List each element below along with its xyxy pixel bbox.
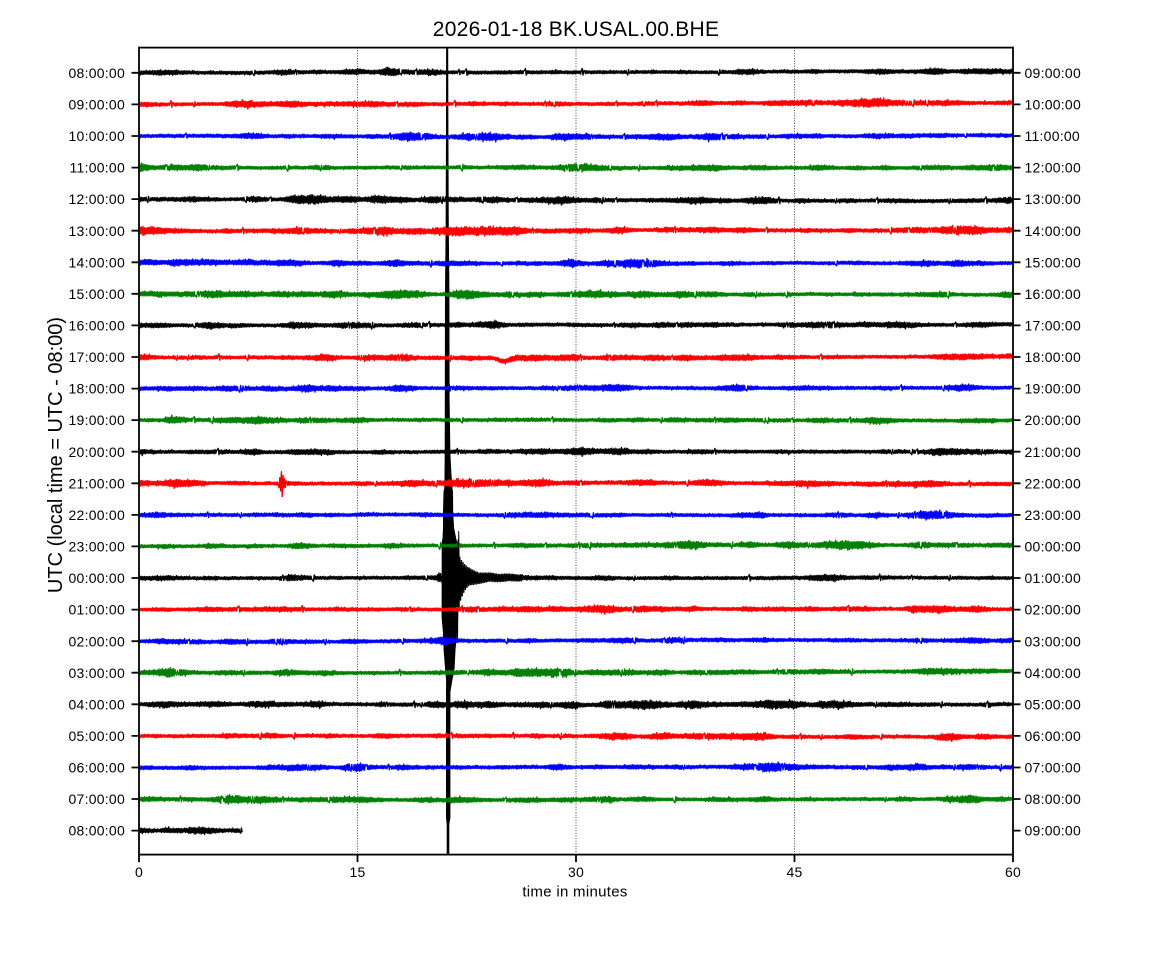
svg-text:02:00:00: 02:00:00 [69, 633, 126, 649]
svg-text:23:00:00: 23:00:00 [69, 539, 126, 555]
svg-text:01:00:00: 01:00:00 [69, 602, 126, 618]
svg-text:16:00:00: 16:00:00 [69, 318, 126, 334]
svg-text:23:00:00: 23:00:00 [1025, 507, 1082, 523]
svg-text:10:00:00: 10:00:00 [69, 128, 126, 144]
svg-text:13:00:00: 13:00:00 [69, 223, 126, 239]
svg-text:02:00:00: 02:00:00 [1025, 602, 1082, 618]
svg-text:12:00:00: 12:00:00 [1025, 160, 1082, 176]
svg-text:19:00:00: 19:00:00 [69, 412, 126, 428]
svg-text:08:00:00: 08:00:00 [69, 65, 126, 81]
svg-text:17:00:00: 17:00:00 [69, 349, 126, 365]
svg-text:0: 0 [135, 864, 143, 880]
svg-text:09:00:00: 09:00:00 [1025, 65, 1082, 81]
svg-text:21:00:00: 21:00:00 [1025, 444, 1082, 460]
svg-text:22:00:00: 22:00:00 [69, 507, 126, 523]
svg-text:15: 15 [349, 864, 365, 880]
svg-text:11:00:00: 11:00:00 [70, 160, 125, 176]
svg-text:04:00:00: 04:00:00 [69, 696, 126, 712]
svg-text:18:00:00: 18:00:00 [1025, 349, 1082, 365]
svg-text:11:00:00: 11:00:00 [1025, 128, 1080, 144]
svg-text:UTC (local time = UTC - 08:00): UTC (local time = UTC - 08:00) [45, 317, 67, 593]
svg-text:01:00:00: 01:00:00 [1025, 570, 1082, 586]
svg-text:21:00:00: 21:00:00 [69, 475, 126, 491]
svg-text:14:00:00: 14:00:00 [1025, 223, 1082, 239]
svg-text:05:00:00: 05:00:00 [1025, 696, 1082, 712]
svg-text:14:00:00: 14:00:00 [69, 254, 126, 270]
svg-text:06:00:00: 06:00:00 [1025, 728, 1082, 744]
svg-text:03:00:00: 03:00:00 [1025, 633, 1082, 649]
svg-text:18:00:00: 18:00:00 [69, 381, 126, 397]
svg-text:60: 60 [1005, 864, 1021, 880]
svg-text:20:00:00: 20:00:00 [69, 444, 126, 460]
svg-text:06:00:00: 06:00:00 [69, 760, 126, 776]
svg-text:15:00:00: 15:00:00 [1025, 254, 1082, 270]
svg-text:45: 45 [786, 864, 802, 880]
svg-text:19:00:00: 19:00:00 [1025, 381, 1082, 397]
svg-text:09:00:00: 09:00:00 [69, 97, 126, 113]
svg-text:08:00:00: 08:00:00 [69, 823, 126, 839]
svg-text:05:00:00: 05:00:00 [69, 728, 126, 744]
svg-text:00:00:00: 00:00:00 [1025, 539, 1082, 555]
svg-text:07:00:00: 07:00:00 [1025, 760, 1082, 776]
svg-text:08:00:00: 08:00:00 [1025, 791, 1082, 807]
svg-text:09:00:00: 09:00:00 [1025, 823, 1082, 839]
svg-text:time in minutes: time in minutes [522, 884, 627, 901]
svg-text:20:00:00: 20:00:00 [1025, 412, 1082, 428]
svg-text:07:00:00: 07:00:00 [69, 791, 126, 807]
svg-text:12:00:00: 12:00:00 [69, 191, 126, 207]
svg-text:13:00:00: 13:00:00 [1025, 191, 1082, 207]
svg-text:00:00:00: 00:00:00 [69, 570, 126, 586]
svg-text:30: 30 [568, 864, 584, 880]
svg-text:15:00:00: 15:00:00 [69, 286, 126, 302]
svg-text:10:00:00: 10:00:00 [1025, 97, 1082, 113]
svg-text:22:00:00: 22:00:00 [1025, 475, 1082, 491]
svg-text:03:00:00: 03:00:00 [69, 665, 126, 681]
svg-text:2026-01-18 BK.USAL.00.BHE: 2026-01-18 BK.USAL.00.BHE [433, 18, 719, 41]
svg-text:16:00:00: 16:00:00 [1025, 286, 1082, 302]
svg-text:04:00:00: 04:00:00 [1025, 665, 1082, 681]
svg-text:17:00:00: 17:00:00 [1025, 318, 1082, 334]
